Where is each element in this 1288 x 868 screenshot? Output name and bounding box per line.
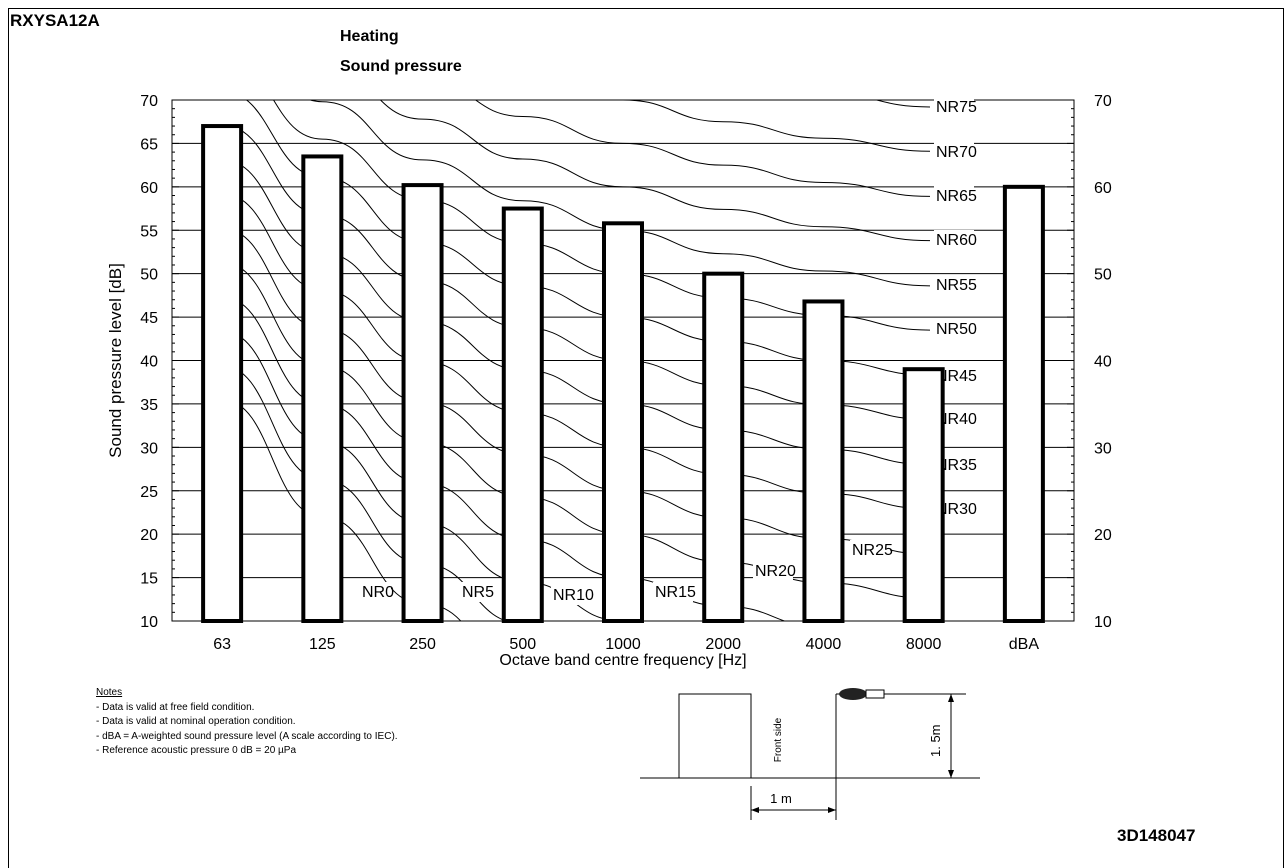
nr-label-bg <box>934 230 974 250</box>
nr-label: NR25 <box>852 542 893 559</box>
y-tick-label-right: 10 <box>1094 614 1112 631</box>
y-tick-label-left: 15 <box>140 571 158 588</box>
y-tick-label-left: 45 <box>140 310 158 327</box>
bar <box>201 124 244 624</box>
y-tick-label-right: 50 <box>1094 267 1112 284</box>
x-tick-label: 63 <box>213 636 231 653</box>
y-tick-label-left: 65 <box>140 136 158 153</box>
bar <box>602 221 644 623</box>
nr-label: NR5 <box>462 584 494 601</box>
nr-label: NR55 <box>936 277 977 294</box>
chart-subtitle: Sound pressure <box>340 58 462 75</box>
nr-label: NR0 <box>362 584 394 601</box>
x-tick-label: 1000 <box>605 636 641 653</box>
nr-label-bg <box>850 540 890 560</box>
nr-label: NR10 <box>553 587 594 604</box>
nr-label: NR70 <box>936 144 977 161</box>
nr-label: NR40 <box>936 411 977 428</box>
x-tick-label: 500 <box>509 636 536 653</box>
nr-label-bg <box>653 582 693 602</box>
x-tick-label: 2000 <box>705 636 741 653</box>
notes-heading: Notes <box>96 687 123 698</box>
x-tick-label: 250 <box>409 636 436 653</box>
y-tick-label-right: 40 <box>1094 354 1112 371</box>
nr-label: NR20 <box>755 563 796 580</box>
y-tick-label-left: 25 <box>140 484 158 501</box>
y-tick-label-left: 70 <box>140 93 158 110</box>
y-tick-label-left: 60 <box>140 180 158 197</box>
y-axis-label: Sound pressure level [dB] <box>106 263 125 458</box>
nr-label-bg <box>934 97 974 117</box>
y-tick-label-left: 55 <box>140 223 158 240</box>
y-tick-label-right: 60 <box>1094 180 1112 197</box>
bar <box>902 367 945 623</box>
model-name: RXYSA12A <box>10 11 100 30</box>
x-tick-label: 8000 <box>906 636 942 653</box>
x-tick-label: 125 <box>309 636 336 653</box>
nr-label-bg <box>934 142 974 162</box>
nr-curve <box>379 100 931 242</box>
nr-label: NR15 <box>655 584 696 601</box>
y-tick-label-left: 10 <box>140 614 158 631</box>
nr-curve <box>309 100 931 287</box>
note-item: - Data is valid at free field condition. <box>96 701 255 713</box>
nr-label: NR45 <box>936 368 977 385</box>
bar <box>702 271 745 623</box>
x-tick-label: dBA <box>1009 636 1040 653</box>
nr-label: NR50 <box>936 321 977 338</box>
nr-label-bg <box>753 561 793 581</box>
nr-label-bg <box>460 582 491 602</box>
notes-block: Notes - Data is valid at free field cond… <box>96 686 398 759</box>
y-tick-label-right: 20 <box>1094 527 1112 544</box>
nr-label-bg <box>934 275 974 295</box>
page-frame <box>8 8 1284 868</box>
nr-label: NR35 <box>936 457 977 474</box>
nr-label-bg <box>360 582 391 602</box>
document-number: 3D148047 <box>1117 826 1196 845</box>
bar <box>501 206 544 624</box>
bar <box>1002 184 1045 623</box>
y-tick-label-left: 40 <box>140 354 158 371</box>
sound-pressure-chart: NR0 NR5 NR10 NR15 NR20 NR25 NR30 NR35 NR40 NR45 NR… <box>106 93 1112 669</box>
note-item: - Reference acoustic pressure 0 dB = 20 … <box>96 745 297 756</box>
y-tick-label-right: 30 <box>1094 440 1112 457</box>
nr-curve <box>874 100 931 108</box>
y-tick-label-left: 35 <box>140 397 158 414</box>
bar <box>301 154 344 623</box>
y-tick-label-left: 30 <box>140 440 158 457</box>
bar <box>401 183 444 623</box>
x-tick-label: 4000 <box>806 636 842 653</box>
nr-label: NR30 <box>936 501 977 518</box>
note-item: - Data is valid at nominal operation con… <box>96 716 296 727</box>
nr-label-bg <box>551 585 591 605</box>
nr-label: NR75 <box>936 99 977 116</box>
y-tick-label-left: 50 <box>140 267 158 284</box>
x-axis-label: Octave band centre frequency [Hz] <box>499 652 746 669</box>
note-item: - dBA = A-weighted sound pressure level … <box>96 730 398 742</box>
nr-curve <box>474 100 931 197</box>
bar <box>802 299 845 623</box>
nr-label: NR60 <box>936 232 977 249</box>
nr-curve <box>611 100 931 152</box>
nr-label: NR65 <box>936 188 977 205</box>
nr-label-bg <box>934 186 974 206</box>
y-tick-label-left: 20 <box>140 527 158 544</box>
chart-title: Heating <box>340 28 399 45</box>
y-tick-label-right: 70 <box>1094 93 1112 110</box>
nr-label-bg <box>934 319 974 339</box>
